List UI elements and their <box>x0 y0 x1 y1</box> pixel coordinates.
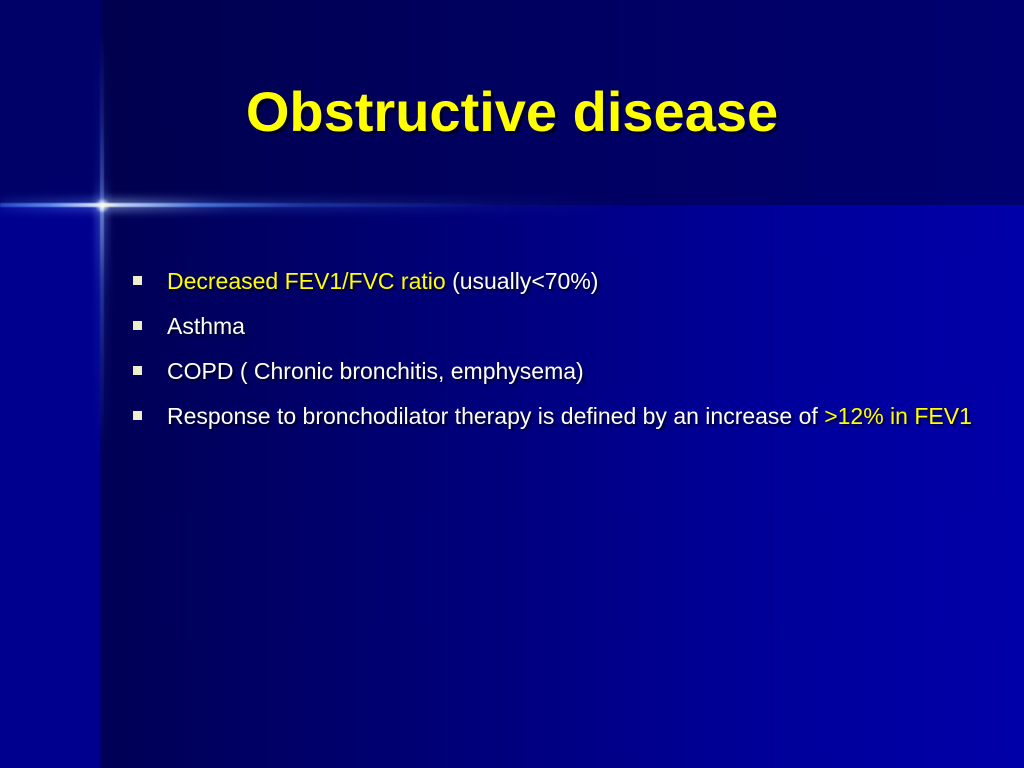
list-item: COPD ( Chronic bronchitis, emphysema) <box>133 356 993 387</box>
horizontal-light-beam-icon <box>0 203 500 207</box>
square-bullet-icon <box>133 276 142 285</box>
text-run: >12% in FEV1 <box>824 403 972 429</box>
square-bullet-icon <box>133 411 142 420</box>
list-item-text: Asthma <box>167 311 993 342</box>
star-sparkle-icon <box>96 199 109 212</box>
list-item-text: Response to bronchodilator therapy is de… <box>167 401 993 432</box>
vertical-light-beam-icon <box>100 28 104 458</box>
text-run: COPD ( Chronic bronchitis, emphysema) <box>167 358 584 384</box>
list-item-text: Decreased FEV1/FVC ratio (usually<70%) <box>167 266 993 297</box>
text-run: Response to bronchodilator therapy is de… <box>167 403 825 429</box>
slide-title: Obstructive disease <box>245 80 779 143</box>
list-item-text: COPD ( Chronic bronchitis, emphysema) <box>167 356 993 387</box>
text-run: Decreased FEV1/FVC ratio <box>167 268 453 294</box>
slide-body-background <box>0 205 1024 768</box>
square-bullet-icon <box>133 321 142 330</box>
title-band-left-column <box>0 0 101 205</box>
list-item: Response to bronchodilator therapy is de… <box>133 401 993 432</box>
title-band-background <box>0 0 1024 205</box>
square-bullet-icon <box>133 366 142 375</box>
list-item: Decreased FEV1/FVC ratio (usually<70%) <box>133 266 993 297</box>
text-run: (usually<70%) <box>452 268 599 294</box>
bullet-list: Decreased FEV1/FVC ratio (usually<70%) A… <box>133 266 993 446</box>
list-item: Asthma <box>133 311 993 342</box>
text-run: Asthma <box>167 313 245 339</box>
